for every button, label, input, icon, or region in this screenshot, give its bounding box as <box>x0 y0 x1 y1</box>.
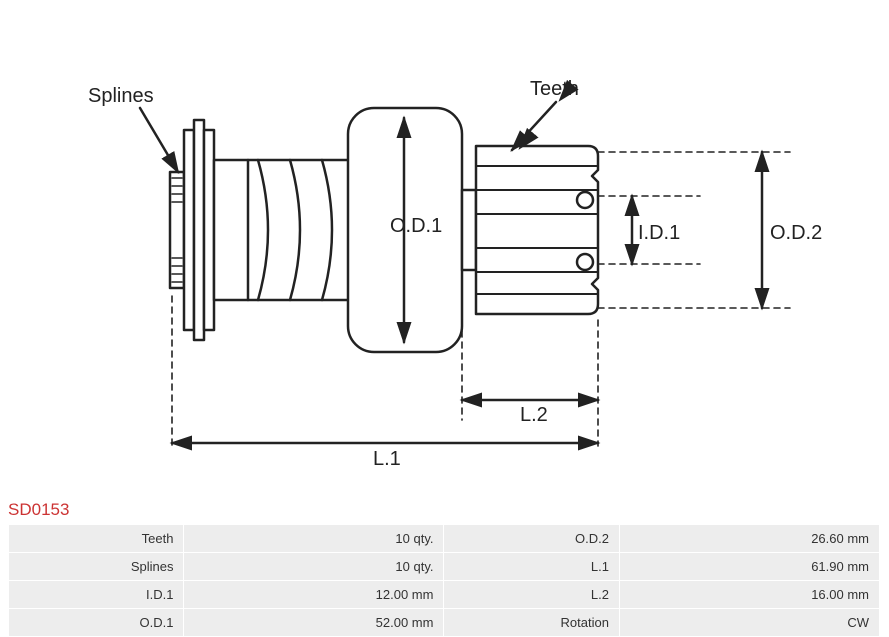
diagram-svg <box>0 0 889 490</box>
label-splines: Splines <box>88 85 154 108</box>
label-od1: O.D.1 <box>390 215 442 238</box>
spec-label: L.1 <box>444 553 618 580</box>
spec-label: Splines <box>9 553 183 580</box>
spec-table: Teeth 10 qty. O.D.2 26.60 mm Splines 10 … <box>8 524 880 637</box>
spec-label: O.D.1 <box>9 609 183 636</box>
technical-diagram: Splines Teeth O.D.1 O.D.2 I.D.1 L.1 L.2 <box>0 0 889 490</box>
spec-value: 16.00 mm <box>620 581 879 608</box>
spec-label: I.D.1 <box>9 581 183 608</box>
spec-value: 61.90 mm <box>620 553 879 580</box>
table-row: O.D.1 52.00 mm Rotation CW <box>9 609 879 636</box>
spec-value: 12.00 mm <box>184 581 443 608</box>
table-row: Teeth 10 qty. O.D.2 26.60 mm <box>9 525 879 552</box>
label-l2: L.2 <box>520 404 548 427</box>
label-od2: O.D.2 <box>770 222 822 245</box>
table-row: Splines 10 qty. L.1 61.90 mm <box>9 553 879 580</box>
spec-value: CW <box>620 609 879 636</box>
spec-value: 52.00 mm <box>184 609 443 636</box>
label-id1: I.D.1 <box>638 222 680 245</box>
spec-label: O.D.2 <box>444 525 618 552</box>
spec-label: L.2 <box>444 581 618 608</box>
table-row: I.D.1 12.00 mm L.2 16.00 mm <box>9 581 879 608</box>
label-l1: L.1 <box>373 448 401 471</box>
spec-label: Teeth <box>9 525 183 552</box>
label-teeth: Teeth <box>530 78 579 101</box>
spec-value: 26.60 mm <box>620 525 879 552</box>
part-number: SD0153 <box>8 500 69 520</box>
spec-value: 10 qty. <box>184 553 443 580</box>
spec-value: 10 qty. <box>184 525 443 552</box>
spec-label: Rotation <box>444 609 618 636</box>
